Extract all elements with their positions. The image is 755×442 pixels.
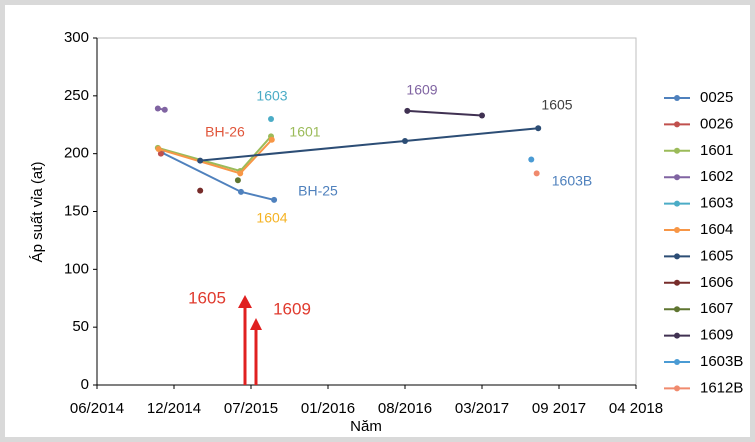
y-tick-label: 100 bbox=[64, 260, 89, 277]
legend-label: 0025 bbox=[700, 89, 733, 106]
annotation: BH-26 bbox=[205, 124, 245, 140]
annotation: BH-25 bbox=[298, 183, 338, 199]
series-line bbox=[407, 109, 483, 117]
y-tick-label: 250 bbox=[64, 87, 89, 104]
legend-label: 1605 bbox=[700, 247, 733, 264]
legend-marker bbox=[674, 95, 680, 101]
legend-marker bbox=[674, 332, 680, 339]
legend-label: 1606 bbox=[700, 274, 733, 291]
legend-label: 1604 bbox=[700, 221, 733, 238]
legend-label: 1601 bbox=[700, 142, 733, 159]
point bbox=[402, 137, 408, 144]
point bbox=[533, 170, 540, 177]
x-tick-label: 12/2014 bbox=[147, 400, 201, 417]
arrows bbox=[238, 295, 262, 385]
annotation: 1605 bbox=[188, 288, 226, 307]
x-axis-label: Năm bbox=[350, 418, 382, 435]
arrow-head bbox=[238, 295, 252, 308]
point bbox=[157, 150, 164, 157]
point bbox=[535, 125, 542, 132]
legend-marker bbox=[674, 253, 680, 260]
x-tick-label: 08/2016 bbox=[378, 400, 432, 417]
x-tick-label: 09 2017 bbox=[532, 400, 586, 417]
legend-label: 1602 bbox=[700, 168, 733, 185]
x-tick-label: 01/2016 bbox=[301, 400, 355, 417]
y-tick-label: 0 bbox=[81, 376, 89, 393]
point bbox=[528, 156, 535, 163]
legend-label: 1603B bbox=[700, 353, 743, 370]
y-tick-label: 200 bbox=[64, 145, 89, 162]
point bbox=[197, 187, 204, 194]
y-tick-label: 300 bbox=[64, 29, 89, 46]
x-tick-label: 03/2017 bbox=[455, 400, 509, 417]
point bbox=[268, 136, 275, 143]
y-axis-label: Áp suất vỉa (at) bbox=[29, 162, 46, 263]
legend-marker bbox=[674, 147, 680, 154]
y-tick-label: 150 bbox=[64, 202, 89, 219]
legend-marker bbox=[674, 385, 680, 392]
annotation: 1603 bbox=[256, 88, 287, 104]
point bbox=[479, 112, 485, 119]
legend-marker bbox=[674, 121, 680, 128]
legend-label: 1612B bbox=[700, 379, 743, 396]
point bbox=[237, 170, 244, 177]
annotation: 1604 bbox=[256, 210, 287, 226]
y-tick-label: 50 bbox=[72, 318, 89, 335]
point bbox=[161, 106, 168, 113]
point bbox=[237, 188, 244, 195]
annotation: 1609 bbox=[273, 299, 311, 318]
panel bbox=[5, 5, 750, 437]
legend-label: 1603 bbox=[700, 195, 733, 212]
legend-marker bbox=[674, 227, 680, 233]
legend-label: 0026 bbox=[700, 115, 733, 132]
point bbox=[234, 177, 241, 184]
annotation: 1601 bbox=[289, 124, 320, 140]
legend-label: 1609 bbox=[700, 327, 733, 344]
x-tick-label: 07/2015 bbox=[224, 400, 278, 417]
legend-label: 1607 bbox=[700, 300, 733, 317]
legend-marker bbox=[674, 306, 680, 313]
x-tick-label: 06/2014 bbox=[70, 400, 124, 417]
legend-marker bbox=[674, 200, 680, 207]
point bbox=[197, 157, 204, 164]
point bbox=[154, 105, 161, 112]
point bbox=[155, 146, 162, 153]
legend-marker bbox=[674, 174, 680, 181]
annotation: 1603B bbox=[552, 173, 592, 189]
point bbox=[404, 107, 411, 114]
point bbox=[268, 115, 275, 122]
x-tick-label: 04 2018 bbox=[609, 400, 663, 417]
arrow-head bbox=[250, 318, 262, 330]
annotation: 1605 bbox=[541, 97, 572, 113]
legend-marker bbox=[674, 279, 680, 286]
legend-marker bbox=[674, 359, 680, 365]
annotation: 1609 bbox=[406, 82, 437, 98]
point bbox=[271, 196, 278, 203]
